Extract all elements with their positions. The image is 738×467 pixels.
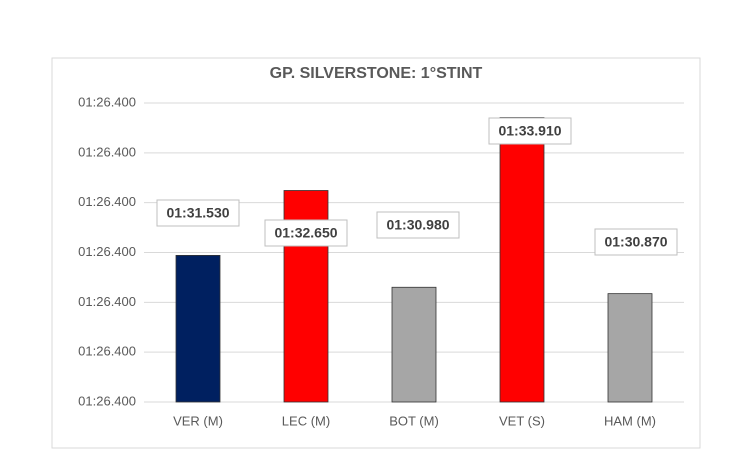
bar <box>499 117 545 403</box>
bar <box>607 293 653 403</box>
value-label-text: 01:30.870 <box>604 234 667 250</box>
y-tick-label: 01:26.400 <box>78 393 136 408</box>
value-label: 01:30.870 <box>594 228 678 256</box>
value-label: 01:31.530 <box>156 199 240 227</box>
value-label-box <box>594 228 678 256</box>
value-label-text: 01:31.530 <box>166 205 229 221</box>
chart-title: GP. SILVERSTONE: 1°STINT <box>270 65 483 82</box>
x-tick-label: VET (S) <box>499 413 545 428</box>
y-tick-label: 01:26.400 <box>78 344 136 359</box>
value-label-box <box>264 219 348 247</box>
value-label-box <box>156 199 240 227</box>
value-label-text: 01:33.910 <box>498 123 561 139</box>
y-tick-label: 01:26.400 <box>78 294 136 309</box>
value-label-text: 01:30.980 <box>386 217 449 233</box>
value-label-box <box>488 117 572 145</box>
bar <box>175 254 221 403</box>
value-label: 01:30.980 <box>376 211 460 239</box>
value-label: 01:33.910 <box>488 117 572 145</box>
y-tick-label: 01:26.400 <box>78 244 136 259</box>
bar <box>391 286 437 403</box>
value-label-box <box>376 211 460 239</box>
x-tick-label: BOT (M) <box>389 413 439 428</box>
value-label: 01:32.650 <box>264 219 348 247</box>
x-tick-label: LEC (M) <box>282 413 330 428</box>
y-tick-label: 01:26.400 <box>78 94 136 109</box>
x-tick-label: VER (M) <box>173 413 223 428</box>
x-tick-label: HAM (M) <box>604 413 656 428</box>
y-tick-label: 01:26.400 <box>78 194 136 209</box>
value-label-text: 01:32.650 <box>274 225 337 241</box>
y-tick-label: 01:26.400 <box>78 144 136 159</box>
